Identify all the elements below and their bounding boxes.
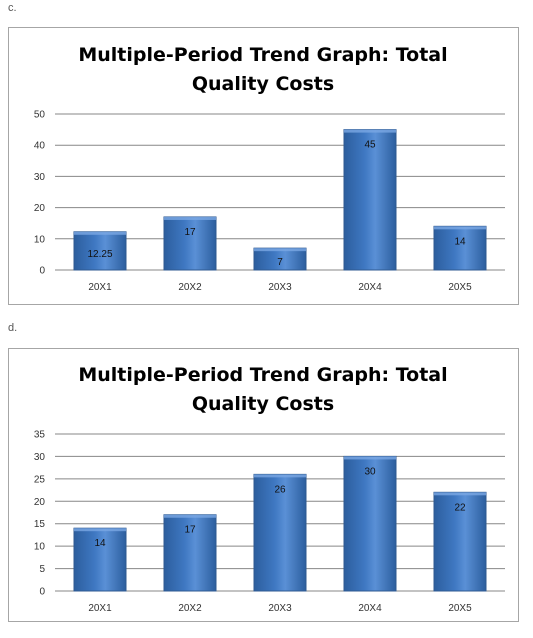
bar-chart-d: Multiple-Period Trend Graph: Total Qualit… <box>34 364 505 614</box>
y-tick-label: 50 <box>34 110 46 121</box>
bar-highlight <box>164 514 216 518</box>
y-tick-label: 25 <box>34 474 46 485</box>
bar <box>73 527 127 592</box>
chart-title-line: Multiple-Period Trend Graph: Total <box>78 364 447 386</box>
x-category-label: 20X4 <box>358 603 382 614</box>
bar-value-label: 30 <box>364 466 376 477</box>
bar-highlight <box>344 129 396 133</box>
y-tick-label: 20 <box>34 203 46 214</box>
y-tick-label: 30 <box>34 452 46 463</box>
x-category-label: 20X1 <box>88 282 112 293</box>
bar-highlight <box>344 456 396 460</box>
section-label-c: c. <box>8 2 17 14</box>
y-tick-label: 5 <box>39 564 45 575</box>
bar-highlight <box>434 226 486 230</box>
bar-highlight <box>74 231 126 235</box>
bar-value-label: 12.25 <box>87 249 112 260</box>
y-tick-label: 10 <box>34 234 46 245</box>
bar-value-label: 26 <box>274 484 286 495</box>
bar-value-label: 14 <box>94 538 106 549</box>
x-category-label: 20X1 <box>88 603 112 614</box>
bar <box>73 231 127 271</box>
bar-highlight <box>74 528 126 532</box>
x-category-label: 20X2 <box>178 282 202 293</box>
y-tick-label: 15 <box>34 519 46 530</box>
bar <box>433 491 487 592</box>
y-tick-label: 30 <box>34 172 46 183</box>
x-category-label: 20X3 <box>268 282 292 293</box>
bar <box>163 216 217 271</box>
chart-frame-d: Multiple-Period Trend Graph: Total Qualit… <box>8 348 519 622</box>
y-tick-label: 20 <box>34 497 46 508</box>
bar <box>163 514 217 592</box>
x-category-label: 20X2 <box>178 603 202 614</box>
bar-value-label: 17 <box>184 227 196 238</box>
bar-highlight <box>254 248 306 252</box>
x-category-label: 20X5 <box>448 603 472 614</box>
x-category-label: 20X3 <box>268 603 292 614</box>
chart-frame-c: Multiple-Period Trend Graph: Total Qualit… <box>8 27 519 305</box>
bar-value-label: 17 <box>184 525 196 536</box>
y-tick-label: 0 <box>39 266 45 277</box>
bar-chart-c: Multiple-Period Trend Graph: Total Qualit… <box>34 44 505 293</box>
bar-highlight <box>164 216 216 220</box>
bar-highlight <box>254 474 306 478</box>
bar <box>343 455 397 592</box>
bar <box>343 129 397 271</box>
y-tick-label: 40 <box>34 141 46 152</box>
bar-highlight <box>434 492 486 496</box>
bar-value-label: 22 <box>454 502 466 513</box>
bar <box>253 473 307 592</box>
y-tick-label: 0 <box>39 587 45 598</box>
chart-title-line: Quality Costs <box>192 393 334 415</box>
chart-title-line: Quality Costs <box>192 73 334 95</box>
y-tick-label: 10 <box>34 542 46 553</box>
bar-value-label: 7 <box>277 257 283 268</box>
bar-value-label: 45 <box>364 140 376 151</box>
bar <box>433 225 487 271</box>
chart-title-line: Multiple-Period Trend Graph: Total <box>78 44 447 66</box>
y-tick-label: 35 <box>34 430 46 441</box>
x-category-label: 20X5 <box>448 282 472 293</box>
bar-value-label: 14 <box>454 236 466 247</box>
x-category-label: 20X4 <box>358 282 382 293</box>
section-label-d: d. <box>8 322 18 334</box>
